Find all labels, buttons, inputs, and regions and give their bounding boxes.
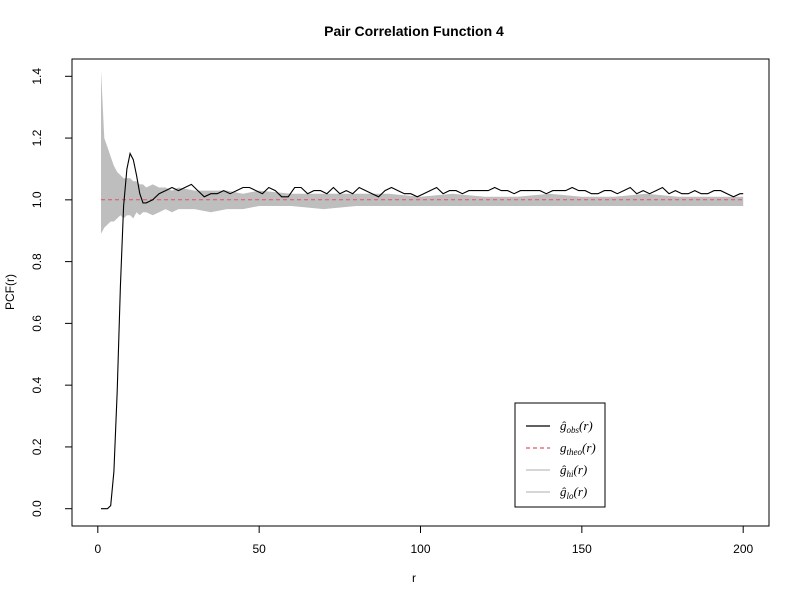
legend-label: ĝobs(r) [560,418,593,435]
y-axis-label: PCF(r) [3,274,17,310]
x-tick-label: 0 [94,542,101,556]
series-line-gobs [101,151,744,510]
legend: ĝobs(r) gtheo(r) ĝhi(r) ĝlo(r) [514,402,606,508]
y-tick-label: 1.0 [30,191,44,208]
y-tick-label: 0.2 [30,438,44,455]
y-tick-label: 0.6 [30,315,44,332]
y-tick-label: 0.4 [30,376,44,393]
x-tick-label: 200 [733,542,753,556]
x-tick-label: 150 [572,542,592,556]
y-tick-label: 1.2 [30,129,44,146]
chart-title: Pair Correlation Function 4 [324,23,504,39]
x-tick-label: 100 [410,542,430,556]
y-tick-label: 0.0 [30,500,44,517]
legend-box [514,402,606,508]
y-axis: 0.0 0.2 0.4 0.6 0.8 1.0 1.2 1.4 [30,68,73,517]
y-tick-label: 1.4 [30,68,44,85]
y-tick-label: 0.8 [30,253,44,270]
x-tick-label: 50 [252,542,266,556]
legend-label: ĝlo(r) [560,484,587,501]
x-axis: 0 50 100 150 200 [94,525,754,556]
legend-label: ĝhi(r) [560,462,587,479]
series-layer [101,151,744,510]
legend-label: gtheo(r) [560,440,596,457]
x-axis-label: r [412,571,416,585]
